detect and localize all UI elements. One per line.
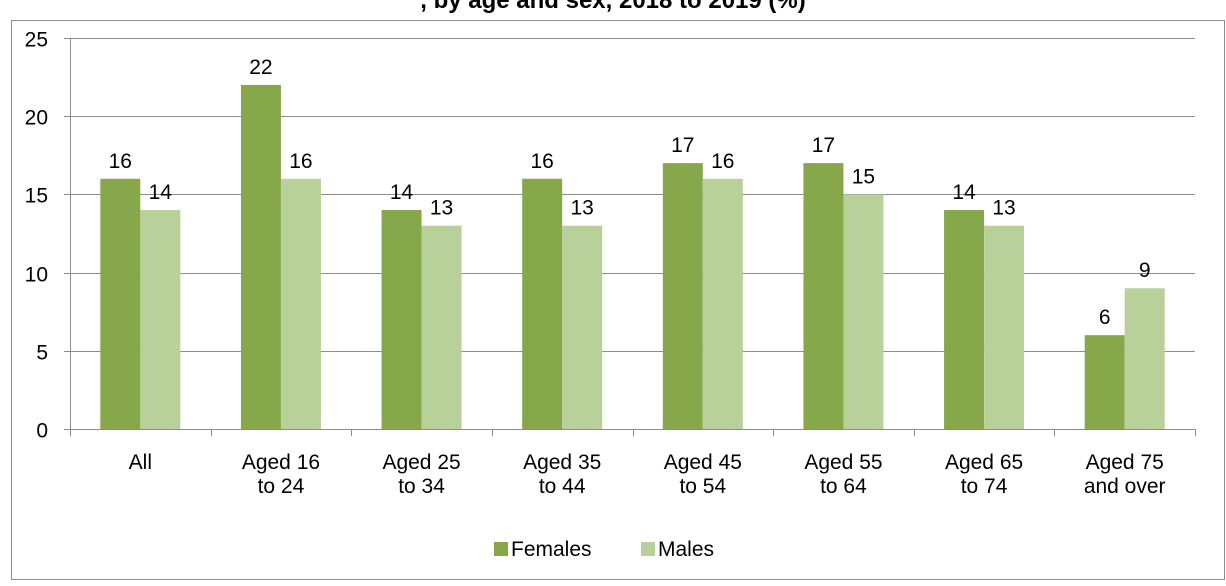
x-tick-label-line: Aged 55 bbox=[804, 451, 882, 474]
x-tick-label-line: and over bbox=[1084, 475, 1166, 498]
x-tick-label: Aged 55 to 64 bbox=[804, 451, 882, 498]
data-label: 22 bbox=[249, 56, 272, 79]
data-label: 14 bbox=[952, 181, 976, 204]
x-tick-label-line: Aged 16 bbox=[242, 451, 320, 474]
bar-males bbox=[1124, 288, 1165, 429]
data-label: 9 bbox=[1139, 259, 1151, 282]
legend-swatch-males bbox=[641, 542, 655, 556]
x-tick-label: Aged 75 and over bbox=[1084, 451, 1166, 498]
labels: 16 14 All 22 16 Aged 16 to 24 14 13 Aged 25 to 34 1… bbox=[109, 56, 1166, 498]
bar-females bbox=[240, 84, 281, 430]
data-label: 16 bbox=[531, 150, 554, 173]
data-label: 13 bbox=[992, 197, 1015, 220]
x-tick-label: All bbox=[129, 451, 152, 474]
data-label: 14 bbox=[390, 181, 414, 204]
bar-females bbox=[944, 210, 985, 429]
data-label: 6 bbox=[1099, 306, 1111, 329]
y-tick-label: 15 bbox=[25, 185, 48, 208]
data-label: 16 bbox=[711, 150, 734, 173]
chart-title: , by age and sex, 2018 to 2019 (%) bbox=[420, 0, 806, 14]
bars bbox=[100, 84, 1165, 430]
data-label: 16 bbox=[109, 150, 132, 173]
bar-males bbox=[702, 178, 743, 429]
data-label: 13 bbox=[571, 197, 594, 220]
legend-label-females: Females bbox=[511, 538, 592, 561]
data-label: 14 bbox=[149, 181, 173, 204]
x-tick-label: Aged 45 to 54 bbox=[664, 451, 742, 498]
legend-label-males: Males bbox=[658, 538, 714, 561]
bar-males bbox=[562, 225, 603, 429]
x-tick-label-line: Aged 65 bbox=[945, 451, 1023, 474]
x-tick-label-line: All bbox=[129, 451, 152, 474]
bar-females bbox=[803, 163, 844, 429]
data-label: 17 bbox=[671, 134, 694, 157]
chart-border bbox=[11, 20, 1225, 580]
bar-males bbox=[140, 210, 181, 429]
bar-females bbox=[522, 178, 563, 429]
x-tick-label: Aged 65 to 74 bbox=[945, 451, 1023, 498]
x-tick-label-line: to 74 bbox=[961, 475, 1008, 498]
x-tick-label-line: Aged 45 bbox=[664, 451, 742, 474]
bar-males bbox=[843, 194, 884, 429]
y-tick-label: 25 bbox=[25, 29, 48, 52]
x-tick-label-line: to 64 bbox=[820, 475, 867, 498]
axes: 0 5 10 15 20 25 bbox=[25, 29, 1196, 443]
legend: Females Males bbox=[494, 538, 714, 561]
x-tick-label-line: to 54 bbox=[679, 475, 726, 498]
x-tick-label: Aged 35 to 44 bbox=[523, 451, 601, 498]
data-label: 15 bbox=[852, 165, 875, 188]
bar-males bbox=[984, 225, 1025, 429]
bar-females bbox=[381, 210, 422, 429]
bar-males bbox=[421, 225, 462, 429]
x-tick-label-line: to 34 bbox=[398, 475, 445, 498]
x-tick-label-line: Aged 25 bbox=[382, 451, 460, 474]
x-tick-label: Aged 16 to 24 bbox=[242, 451, 320, 498]
y-tick-label: 20 bbox=[25, 107, 48, 130]
y-tick-label: 0 bbox=[36, 420, 48, 443]
x-tick-label-line: to 44 bbox=[539, 475, 586, 498]
x-tick-label-line: Aged 35 bbox=[523, 451, 601, 474]
bar-females bbox=[662, 163, 703, 429]
x-tick-label-line: Aged 75 bbox=[1086, 451, 1164, 474]
bar-males bbox=[280, 178, 321, 429]
x-tick-label: Aged 25 to 34 bbox=[382, 451, 460, 498]
y-tick-label: 10 bbox=[25, 264, 48, 287]
data-label: 16 bbox=[289, 150, 312, 173]
x-tick-label-line: to 24 bbox=[258, 475, 305, 498]
y-tick-label: 5 bbox=[36, 342, 48, 365]
legend-swatch-females bbox=[494, 542, 508, 556]
bar-females bbox=[100, 178, 141, 429]
gridlines bbox=[70, 38, 1195, 352]
bar-females bbox=[1084, 335, 1125, 429]
data-label: 13 bbox=[430, 197, 453, 220]
data-label: 17 bbox=[812, 134, 835, 157]
